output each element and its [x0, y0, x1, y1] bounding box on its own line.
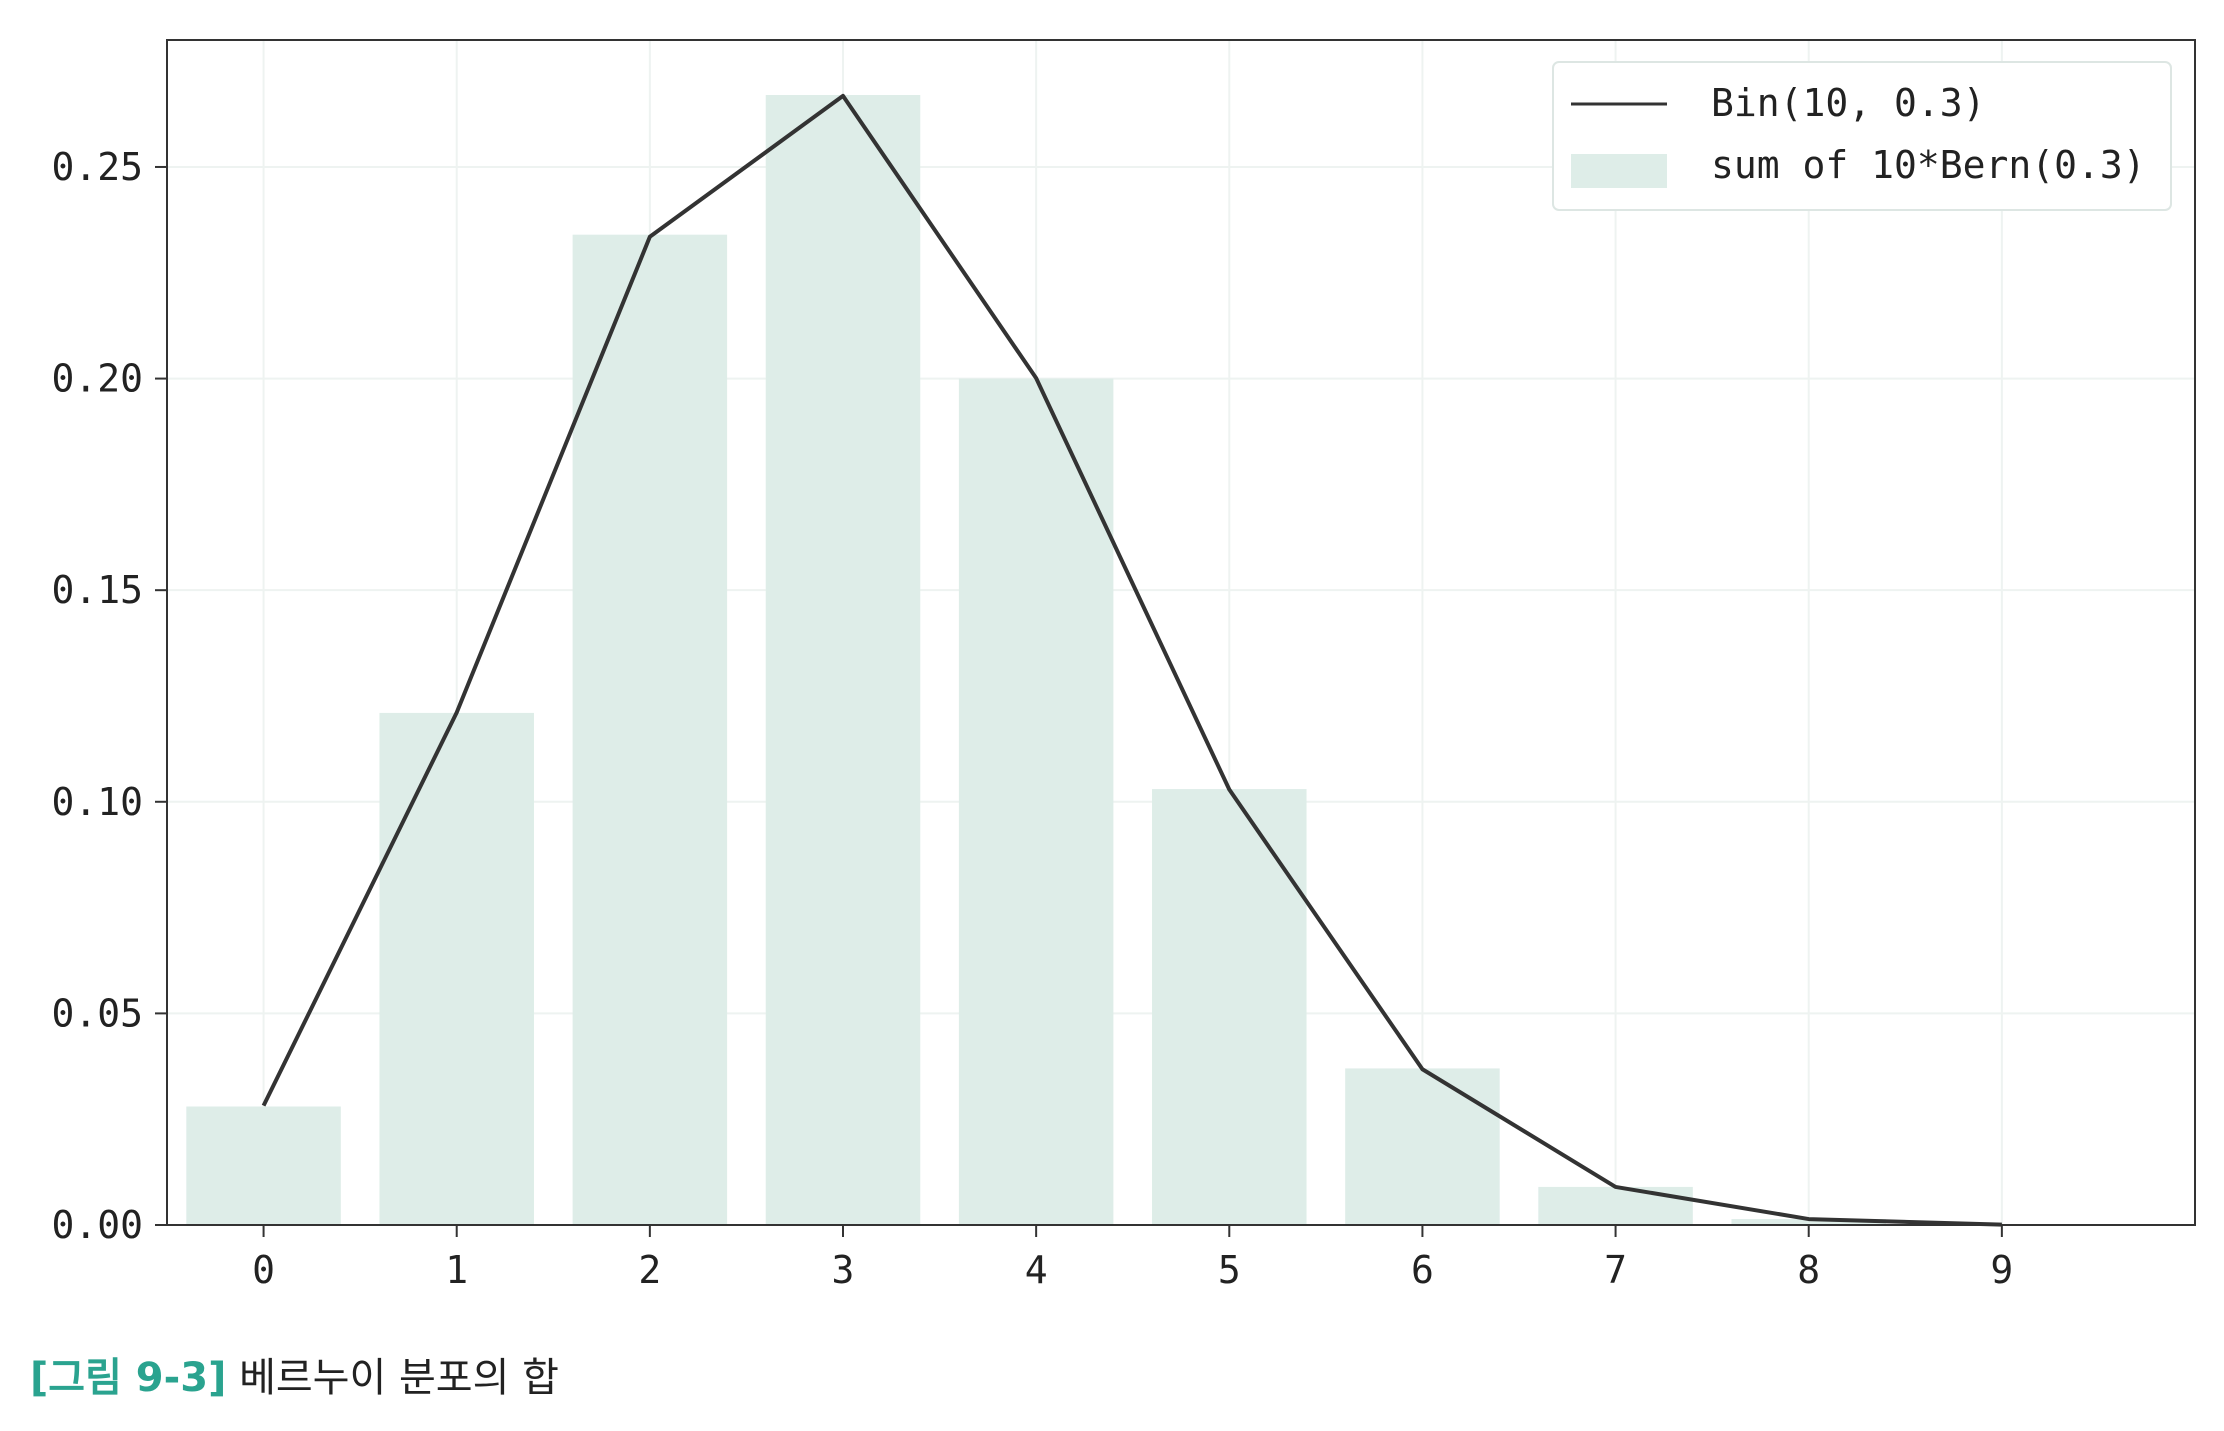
- y-tick-label: 0.20: [51, 357, 143, 401]
- bar-2: [572, 234, 728, 1225]
- figure-caption: [그림 9-3] 베르누이 분포의 합: [30, 1345, 559, 1403]
- legend-label-bernoulli-sum: sum of 10*Bern(0.3): [1711, 143, 2146, 187]
- y-tick-label: 0.10: [51, 780, 143, 824]
- y-axis: 0.00 0.05 0.10 0.15 0.20 0.25: [51, 145, 167, 1247]
- y-tick-label: 0.15: [51, 568, 143, 612]
- x-tick-label: 5: [1218, 1248, 1241, 1292]
- x-tick-label: 6: [1411, 1248, 1434, 1292]
- x-tick-label: 2: [638, 1248, 661, 1292]
- binomial-line: [261, 93, 2002, 1227]
- legend-label-binomial: Bin(10, 0.3): [1711, 81, 1986, 125]
- line-series: [261, 93, 2002, 1227]
- bar-6: [1345, 1068, 1500, 1225]
- x-tick-label: 3: [832, 1248, 855, 1292]
- figure-number: [그림 9-3]: [30, 1355, 227, 1401]
- bar-3: [765, 95, 921, 1226]
- bar-0: [186, 1106, 341, 1225]
- bar-8: [1731, 1219, 1886, 1225]
- grid-lines: [167, 40, 2195, 1226]
- y-tick-label: 0.00: [51, 1203, 143, 1247]
- legend-bar-swatch: [1571, 154, 1667, 188]
- legend: Bin(10, 0.3) sum of 10*Bern(0.3): [1552, 61, 2172, 211]
- x-tick-label: 4: [1025, 1248, 1048, 1292]
- x-axis: 0 1 2 3 4 5 6 7 8 9: [252, 1225, 2013, 1292]
- y-tick-label: 0.25: [51, 145, 143, 189]
- x-tick-label: 1: [445, 1248, 468, 1292]
- plot-frame: [166, 39, 2196, 1226]
- figure-caption-text: 베르누이 분포의 합: [226, 1355, 559, 1401]
- x-tick-label: 9: [1990, 1248, 2013, 1292]
- x-tick-label: 8: [1797, 1248, 1820, 1292]
- bar-5: [1152, 789, 1307, 1225]
- y-tick-label: 0.05: [51, 991, 143, 1035]
- bar-7: [1538, 1186, 1693, 1225]
- bar-4: [958, 378, 1114, 1226]
- x-tick-label: 7: [1604, 1248, 1627, 1292]
- legend-box: [1552, 61, 2172, 211]
- bar-1: [379, 712, 534, 1225]
- bar-series: [186, 95, 2080, 1226]
- x-tick-label: 0: [252, 1248, 275, 1292]
